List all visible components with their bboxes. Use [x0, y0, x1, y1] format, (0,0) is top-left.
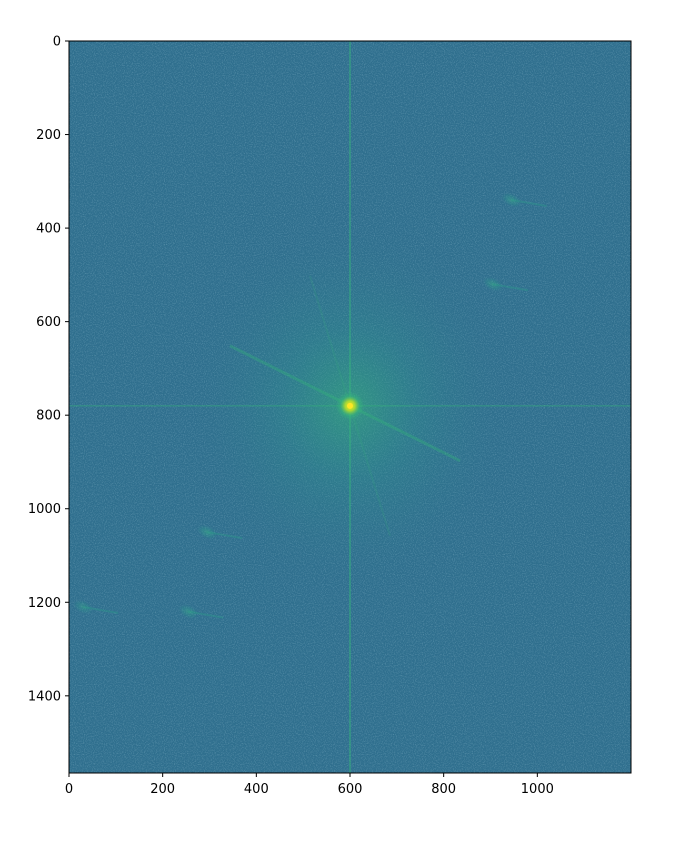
satellite-streak — [82, 605, 119, 614]
center-peak-core — [347, 402, 353, 409]
x-tick-label: 200 — [150, 782, 175, 797]
y-tick-label: 200 — [36, 128, 61, 143]
x-tick-label: 400 — [244, 782, 269, 797]
x-axis: 0 200 400 600 800 1000 — [65, 773, 554, 797]
satellite-peak — [71, 598, 95, 616]
y-tick-label: 1400 — [28, 689, 61, 704]
x-tick-label: 600 — [338, 782, 363, 797]
y-tick-label: 0 — [53, 35, 61, 50]
satellite-streak — [206, 531, 243, 540]
y-tick-label: 600 — [36, 315, 61, 330]
y-axis: 0 200 400 600 800 1000 1200 1400 — [28, 35, 69, 704]
satellite-peak — [195, 523, 219, 541]
y-tick-label: 1000 — [28, 502, 61, 517]
x-tick-label: 1000 — [521, 782, 554, 797]
satellite-peak — [500, 191, 523, 209]
heatmap-image — [69, 41, 631, 773]
satellite-streak — [492, 283, 529, 292]
y-tick-label: 1200 — [28, 596, 61, 611]
satellite-streak — [511, 199, 547, 208]
satellite-peak — [481, 276, 505, 293]
satellite-streak — [188, 610, 224, 619]
x-tick-label: 800 — [431, 782, 456, 797]
x-tick-label: 0 — [65, 782, 73, 797]
satellite-peak — [177, 603, 200, 620]
y-tick-label: 800 — [36, 409, 61, 424]
y-tick-label: 400 — [36, 222, 61, 237]
